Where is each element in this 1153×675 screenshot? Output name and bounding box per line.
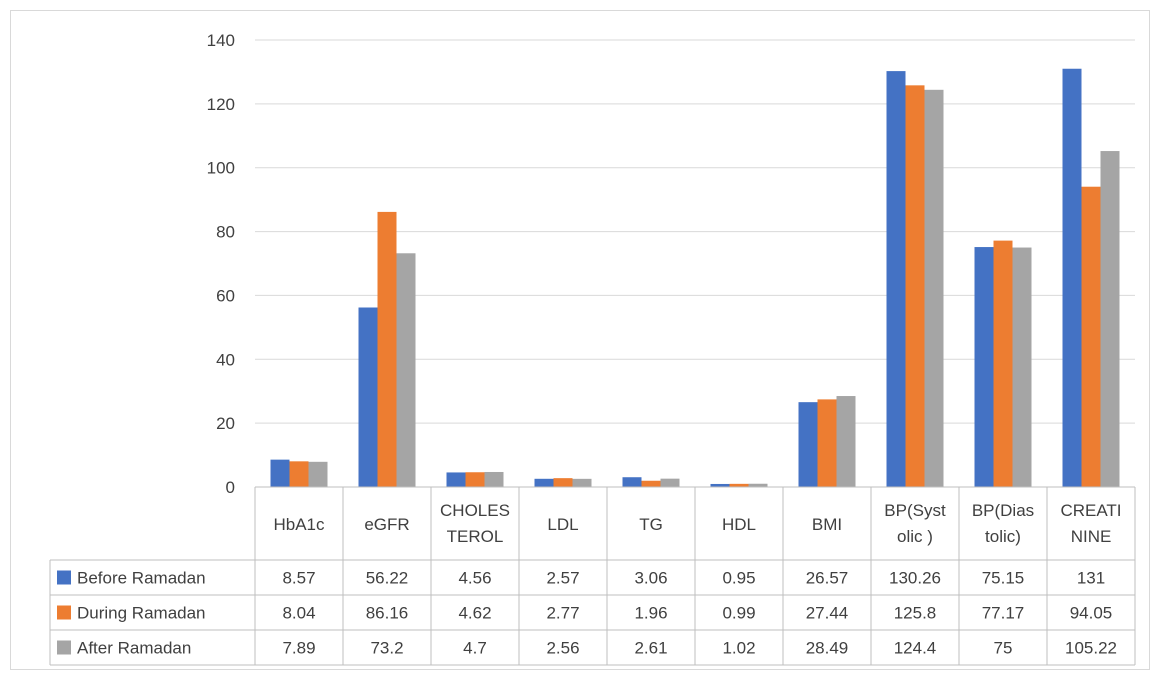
data-table: HbA1c eGFR CHOLES TEROL LDL TG HDL BMI BP(Syst ol… <box>49 486 1136 666</box>
bar <box>465 472 485 487</box>
x-category-label-line: olic ) <box>897 527 933 546</box>
bar <box>1081 186 1101 487</box>
y-tick-label: 100 <box>207 159 235 178</box>
bar <box>748 483 768 487</box>
bar <box>446 472 466 487</box>
y-tick-label: 120 <box>207 95 235 114</box>
bar <box>358 307 378 487</box>
x-category-label-line: BP(Syst <box>884 501 946 520</box>
data-table-value: 3.06 <box>634 569 667 588</box>
data-table-value: 130.26 <box>889 569 941 588</box>
bar <box>660 478 680 487</box>
bar <box>622 477 642 487</box>
y-tick-label: 80 <box>216 223 235 242</box>
bar <box>905 85 925 488</box>
legend-series-name: After Ramadan <box>77 639 191 658</box>
bar <box>377 211 397 487</box>
data-table-value: 28.49 <box>806 639 849 658</box>
bar <box>270 459 290 487</box>
bars <box>270 68 1120 488</box>
bar <box>308 461 328 487</box>
bar <box>534 478 554 487</box>
bar <box>396 253 416 487</box>
x-category-label-line: NINE <box>1071 527 1112 546</box>
legend-key <box>57 570 71 585</box>
bar <box>993 240 1013 487</box>
bar <box>924 89 944 488</box>
legend-series-name: During Ramadan <box>77 604 206 623</box>
x-category-label: BMI <box>812 515 842 534</box>
bar <box>553 478 573 487</box>
data-table-value: 4.7 <box>463 639 487 658</box>
legend-key <box>57 605 71 620</box>
y-tick-label: 40 <box>216 350 235 369</box>
data-table-value: 8.57 <box>282 569 315 588</box>
data-table-value: 125.8 <box>894 604 937 623</box>
bar <box>1062 68 1082 487</box>
bar <box>710 483 730 487</box>
bar <box>817 399 837 487</box>
data-table-value: 27.44 <box>806 604 849 623</box>
legend-series-name: Before Ramadan <box>77 569 206 588</box>
y-tick-label: 0 <box>226 478 235 497</box>
x-category-label-line: TEROL <box>447 527 504 546</box>
data-table-value: 77.17 <box>982 604 1025 623</box>
data-table-value: 7.89 <box>282 639 315 658</box>
bar <box>1100 151 1120 487</box>
x-category-label-line: CHOLES <box>440 501 510 520</box>
bar <box>729 483 749 487</box>
data-table-value: 0.95 <box>722 569 755 588</box>
data-table-value: 56.22 <box>366 569 409 588</box>
data-table-value: 75.15 <box>982 569 1025 588</box>
x-category-label: BP(Dias tolic) <box>972 501 1034 546</box>
data-table-value: 131 <box>1077 569 1105 588</box>
data-table-value: 4.56 <box>458 569 491 588</box>
chart-frame: 0 20 40 60 80 100 120 140 HbA1c eGFR CHOLES TEROL L… <box>10 10 1150 670</box>
data-table-value: 75 <box>994 639 1013 658</box>
y-axis-tick-labels: 0 20 40 60 80 100 120 140 <box>207 31 235 497</box>
data-table-value: 2.61 <box>634 639 667 658</box>
x-category-label: TG <box>639 515 663 534</box>
x-category-label-line: BP(Dias <box>972 501 1034 520</box>
x-category-label: eGFR <box>364 515 409 534</box>
data-table-value: 1.02 <box>722 639 755 658</box>
data-table-value: 1.96 <box>634 604 667 623</box>
data-table-value: 0.99 <box>722 604 755 623</box>
x-category-label: LDL <box>547 515 578 534</box>
data-table-value: 105.22 <box>1065 639 1117 658</box>
x-category-label: HDL <box>722 515 756 534</box>
x-category-label: CHOLES TEROL <box>440 501 510 546</box>
data-table-value: 8.04 <box>282 604 315 623</box>
data-table-value: 26.57 <box>806 569 849 588</box>
legend-key <box>57 640 71 655</box>
bar <box>1012 247 1032 487</box>
bar <box>484 471 504 487</box>
bar <box>798 402 818 487</box>
bar-chart-with-data-table: 0 20 40 60 80 100 120 140 HbA1c eGFR CHOLES TEROL L… <box>10 10 1150 670</box>
bar <box>886 71 906 488</box>
data-table-value: 2.57 <box>546 569 579 588</box>
x-category-label: HbA1c <box>273 515 325 534</box>
y-tick-label: 20 <box>216 414 235 433</box>
y-tick-label: 60 <box>216 286 235 305</box>
data-table-value: 2.77 <box>546 604 579 623</box>
data-table-value: 124.4 <box>894 639 937 658</box>
bar <box>289 461 309 487</box>
bar <box>641 480 661 487</box>
x-category-label: BP(Syst olic ) <box>884 501 946 546</box>
x-category-label-line: CREATI <box>1060 501 1121 520</box>
bar <box>572 478 592 487</box>
data-table-value: 86.16 <box>366 604 409 623</box>
bar <box>836 396 856 487</box>
bar <box>974 247 994 487</box>
data-table-value: 73.2 <box>370 639 403 658</box>
data-table-value: 4.62 <box>458 604 491 623</box>
x-category-label: CREATI NINE <box>1060 501 1121 546</box>
data-table-value: 94.05 <box>1070 604 1113 623</box>
y-tick-label: 140 <box>207 31 235 50</box>
data-table-value: 2.56 <box>546 639 579 658</box>
x-category-label-line: tolic) <box>985 527 1021 546</box>
